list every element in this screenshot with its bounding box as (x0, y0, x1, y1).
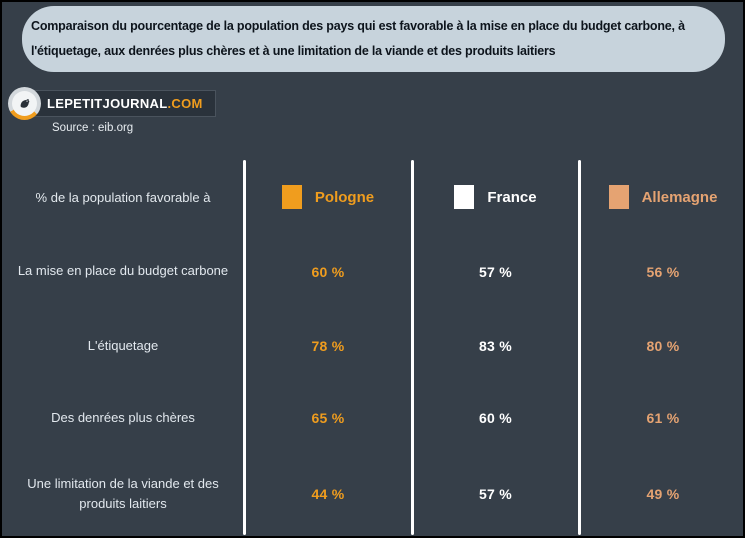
row-label-limitation-viande: Une limitation de la viande et des produ… (27, 475, 219, 511)
legend-france: France (412, 160, 579, 234)
value-etiquetage-france: 83 % (478, 338, 513, 354)
value-viande-france: 57 % (478, 486, 513, 502)
value-budget-allemagne: 56 % (646, 263, 680, 280)
rooster-badge-inner (12, 91, 37, 116)
allemagne-swatch-icon (608, 185, 629, 209)
rooster-icon (20, 99, 30, 108)
france-swatch-icon (454, 185, 475, 209)
value-budget-france: 57 % (478, 263, 513, 280)
value-etiquetage-allemagne: 80 % (646, 338, 680, 354)
legend-label-france: France (487, 188, 537, 206)
logo-name-text: LEPETITJOURNAL (47, 96, 168, 111)
title-bubble: Comparaison du pourcentage de la populat… (22, 6, 725, 72)
comparison-table: % de la population favorable à Pologne F… (2, 160, 743, 535)
legend-allemagne: Allemagne (579, 160, 743, 234)
value-viande-allemagne: 49 % (646, 486, 680, 502)
legend-pologne: Pologne (244, 160, 412, 234)
value-denrees-france: 60 % (478, 410, 513, 426)
value-denrees-allemagne: 61 % (646, 410, 680, 426)
value-denrees-pologne: 65 % (311, 410, 345, 426)
column-divider (411, 160, 414, 535)
logo-bar: LEPETITJOURNAL .COM (8, 87, 216, 120)
value-etiquetage-pologne: 78 % (311, 338, 345, 354)
value-viande-pologne: 44 % (311, 486, 345, 502)
logo-wordmark: LEPETITJOURNAL .COM (24, 90, 216, 117)
pologne-swatch-icon (281, 185, 302, 209)
row-label-etiquetage: L'étiquetage (87, 337, 159, 353)
row-label-budget-carbone: La mise en place du budget carbone (17, 263, 229, 279)
column-divider (243, 160, 246, 535)
value-budget-pologne: 60 % (311, 263, 345, 280)
source-caption: Source : eib.org (52, 122, 134, 134)
page-title: Comparaison du pourcentage de la populat… (31, 19, 685, 58)
legend-label-pologne: Pologne (314, 188, 375, 206)
logo-tld-text: .COM (167, 96, 203, 111)
row-label-denrees-cheres: Des denrées plus chères (51, 409, 195, 425)
column-divider (578, 160, 581, 535)
table-corner-label: % de la population favorable à (35, 189, 211, 205)
rooster-badge-icon (8, 87, 41, 120)
legend-label-allemagne: Allemagne (641, 188, 718, 206)
